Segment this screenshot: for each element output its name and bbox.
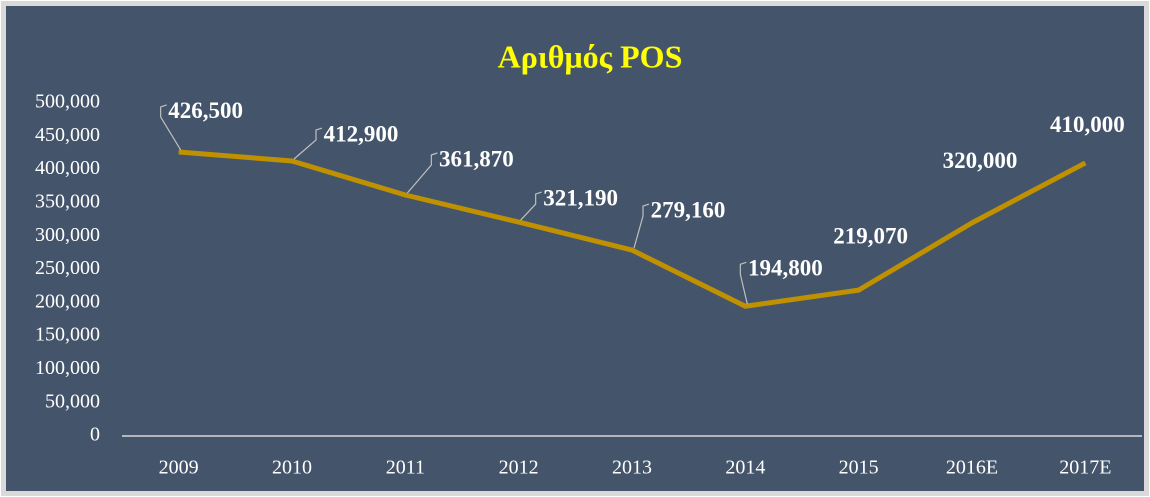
data-label: 320,000 [943, 148, 1018, 173]
leader-line [633, 203, 650, 249]
data-label: 321,190 [543, 185, 618, 210]
x-tick-label: 2016E [946, 457, 998, 479]
data-label: 426,500 [168, 98, 243, 123]
data-label: 279,160 [651, 197, 726, 222]
data-label: 410,000 [1050, 112, 1125, 137]
y-tick-label: 100,000 [35, 357, 100, 379]
data-label: 361,870 [439, 146, 514, 171]
y-tick-label: 250,000 [35, 257, 100, 279]
leader-line [739, 261, 748, 305]
chart-title: Αριθμός POS [498, 38, 683, 74]
data-label: 194,800 [748, 256, 823, 281]
x-tick-label: 2015 [839, 457, 879, 479]
x-tick-label: 2009 [159, 457, 199, 479]
y-tick-label: 50,000 [45, 390, 100, 412]
y-tick-label: 0 [90, 424, 100, 446]
x-tick-label: 2010 [272, 457, 312, 479]
leader-line [406, 152, 438, 194]
x-tick-label: 2014 [725, 457, 765, 479]
leader-line [160, 104, 182, 151]
leader-line [293, 127, 323, 160]
x-tick-label: 2013 [612, 457, 652, 479]
y-tick-label: 500,000 [35, 91, 100, 113]
series-line [178, 149, 1087, 309]
y-tick-label: 400,000 [35, 157, 100, 179]
x-tick-label: 2017E [1059, 457, 1111, 479]
leader-line [520, 191, 542, 221]
plot-background [6, 6, 1144, 491]
data-label: 412,900 [324, 121, 399, 146]
y-tick-label: 350,000 [35, 190, 100, 212]
x-tick-label: 2012 [499, 457, 539, 479]
y-tick-label: 300,000 [35, 224, 100, 246]
data-label: 219,070 [833, 223, 908, 248]
x-tick-label: 2011 [386, 457, 425, 479]
y-tick-label: 150,000 [35, 324, 100, 346]
y-tick-label: 450,000 [35, 124, 100, 146]
y-tick-label: 200,000 [35, 290, 100, 312]
